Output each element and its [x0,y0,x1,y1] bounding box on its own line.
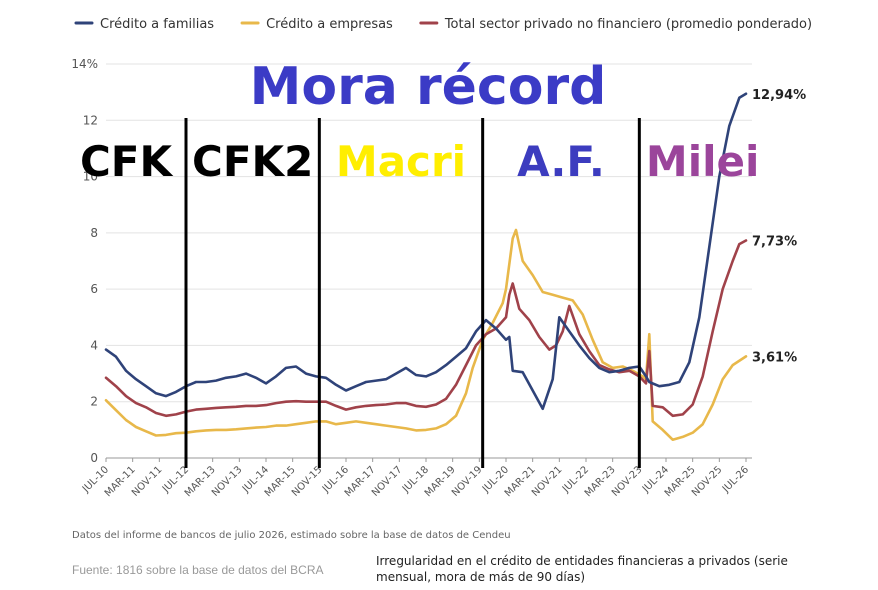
chart-caption: Irregularidad en el crédito de entidades… [376,554,788,584]
gridlines [106,63,752,403]
data-note: Datos del informe de bancos de julio 202… [72,530,511,541]
period-labels: CFK CFK2 Macri A.F. Milei [80,137,759,186]
period-label: A.F. [517,137,605,186]
y-axis-ticks: 0 2 4 6 8 10 12 14% [71,57,98,465]
y-tick-label: 12 [83,113,98,127]
chart-title: Mora récord [250,57,607,117]
y-tick-label: 10 [83,170,98,184]
y-tick-label: 0 [90,451,98,465]
period-label: Macri [336,137,466,186]
legend: Crédito a familias Crédito a empresas Tota… [74,17,812,32]
series-lines [104,92,748,441]
legend-label: Total sector privado no financiero (prom… [444,17,812,32]
period-label: CFK2 [192,137,313,186]
source-note: Fuente: 1816 sobre la base de datos del … [72,563,324,577]
y-tick-label: 4 [90,338,98,352]
end-label-0: 12,94% [752,88,806,103]
period-dividers [184,118,641,468]
series-line-2 [104,239,748,418]
y-tick-label: 14% [71,57,98,71]
period-label: Milei [646,137,759,186]
series-line-0 [104,92,748,411]
period-label: CFK [80,137,174,186]
legend-label: Crédito a empresas [266,17,393,32]
legend-label: Crédito a familias [100,17,214,32]
x-axis-ticks: JUL-10MAR-11NOV-11JUL-12MAR-13NOV-13JUL-… [80,458,751,499]
end-label-1: 3,61% [752,350,797,365]
y-tick-label: 6 [90,282,98,296]
end-labels: 12,94% 3,61% 7,73% [752,88,806,366]
x-tick-label: JUL-26 [720,464,751,495]
y-tick-label: 2 [90,395,98,409]
end-label-2: 7,73% [752,234,797,249]
series-line-1 [104,228,748,441]
y-tick-label: 8 [90,226,98,240]
